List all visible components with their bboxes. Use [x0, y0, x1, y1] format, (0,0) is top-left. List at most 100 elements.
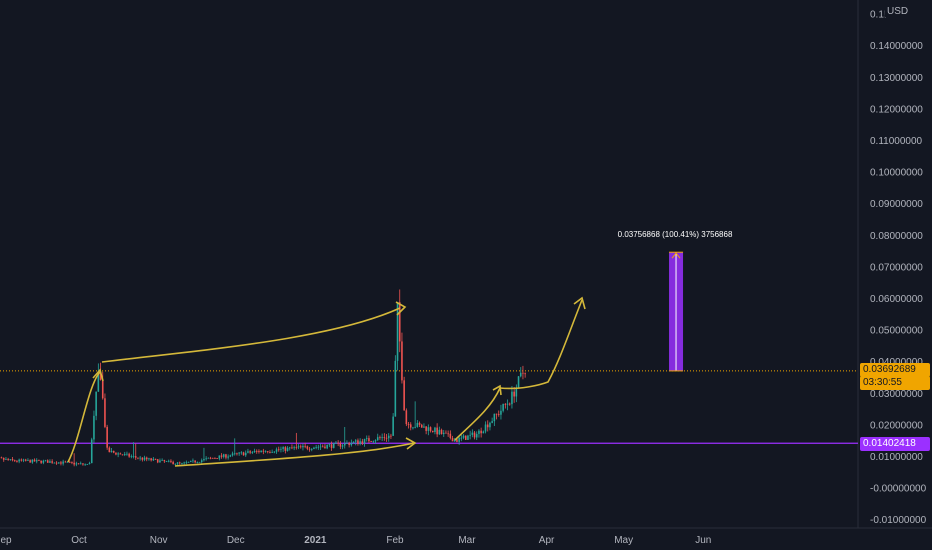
- candle-body: [93, 415, 95, 440]
- candle-body: [293, 447, 295, 449]
- candle-body: [299, 446, 302, 448]
- candle-body: [79, 463, 82, 465]
- candle-body: [266, 451, 269, 453]
- candle-body: [282, 447, 284, 449]
- arrow-4-head: [492, 384, 502, 396]
- candle-body: [251, 452, 254, 453]
- candle-body: [0, 457, 3, 459]
- candle-body: [291, 447, 293, 449]
- candle-body: [473, 432, 476, 438]
- candle-body: [414, 426, 416, 428]
- candle-body: [84, 464, 86, 466]
- candle-body: [145, 457, 148, 460]
- x-tick-label: May: [614, 535, 633, 546]
- candle-body: [365, 438, 368, 439]
- candle-body: [451, 438, 454, 442]
- x-tick-label: 2021: [304, 535, 327, 546]
- candle-body: [148, 458, 150, 460]
- candle-body: [453, 439, 456, 442]
- candle-body: [233, 453, 236, 455]
- candle-body: [275, 449, 278, 452]
- candle-body: [227, 456, 229, 458]
- candle-body: [420, 424, 423, 428]
- candle-body: [447, 433, 449, 435]
- candle-body: [429, 427, 432, 431]
- y-tick-label: 0.1!: [870, 10, 887, 21]
- candle-body: [29, 460, 31, 463]
- candle-body: [163, 459, 166, 462]
- candle-body: [53, 462, 56, 464]
- candle-body: [324, 446, 326, 449]
- candle-body: [126, 453, 128, 455]
- candle-body: [341, 445, 344, 447]
- candle-body: [2, 458, 5, 460]
- candle-body: [423, 426, 425, 428]
- candle-body: [478, 430, 480, 434]
- candle-body: [442, 432, 445, 435]
- arrow-3-head: [405, 437, 417, 450]
- current-price-tag: 0.03692689: [860, 363, 930, 377]
- candle-body: [445, 432, 447, 434]
- candle-body: [101, 379, 104, 399]
- y-tick-label: 0.14000000: [870, 41, 923, 52]
- candle-body: [277, 449, 280, 451]
- candle-body: [376, 437, 379, 441]
- candle-body: [288, 447, 291, 449]
- y-tick-label: 0.13000000: [870, 73, 923, 84]
- x-tick-label: Apr: [539, 535, 555, 546]
- candle-body: [137, 457, 139, 459]
- candle-body: [394, 360, 397, 417]
- candle-body: [343, 443, 346, 446]
- candle-body: [409, 424, 412, 428]
- candle-body: [82, 463, 84, 465]
- candle-body: [497, 414, 500, 415]
- candle-body: [469, 434, 471, 436]
- candle-body: [178, 462, 181, 464]
- measure-label: 0.03756868 (100.41%) 3756868: [618, 230, 733, 239]
- candle-body: [211, 457, 214, 459]
- candle-body: [88, 463, 91, 464]
- candle-body: [249, 451, 251, 453]
- candle-body: [117, 453, 119, 455]
- candle-body: [480, 430, 482, 434]
- candle-body: [86, 463, 89, 465]
- candle-body: [462, 435, 465, 438]
- candle-body: [357, 440, 359, 444]
- candle-body: [260, 450, 262, 453]
- candle-body: [172, 461, 174, 465]
- candle-body: [150, 458, 152, 461]
- arrow-2-head: [395, 301, 407, 316]
- candle-body: [130, 456, 133, 458]
- candle-body: [218, 455, 221, 459]
- candle-body: [134, 456, 137, 458]
- candle-body: [427, 427, 430, 431]
- candle-body: [170, 460, 172, 462]
- candle-body: [383, 437, 386, 438]
- candle-body: [416, 422, 419, 427]
- candle-body: [222, 454, 225, 457]
- candle-body: [425, 426, 427, 431]
- candle-body: [352, 441, 355, 444]
- candle-body: [350, 443, 353, 446]
- candle-body: [104, 398, 106, 427]
- candle-body: [508, 403, 511, 405]
- candle-body: [262, 450, 265, 452]
- candle-body: [238, 452, 240, 454]
- candle-body: [242, 452, 245, 456]
- candle-body: [306, 446, 309, 449]
- x-tick-label: Nov: [150, 535, 168, 546]
- candle-body: [475, 433, 478, 438]
- currency-label[interactable]: USD: [885, 6, 911, 17]
- candle-body: [108, 447, 111, 453]
- candle-body: [335, 442, 337, 444]
- candle-body: [27, 460, 29, 461]
- candle-body: [156, 459, 159, 463]
- candle-body: [495, 413, 498, 415]
- candle-body: [33, 459, 36, 462]
- candle-body: [207, 457, 210, 459]
- candle-body: [370, 441, 372, 443]
- candle-body: [354, 440, 357, 442]
- candle-body: [489, 422, 491, 428]
- candle-body: [482, 431, 485, 434]
